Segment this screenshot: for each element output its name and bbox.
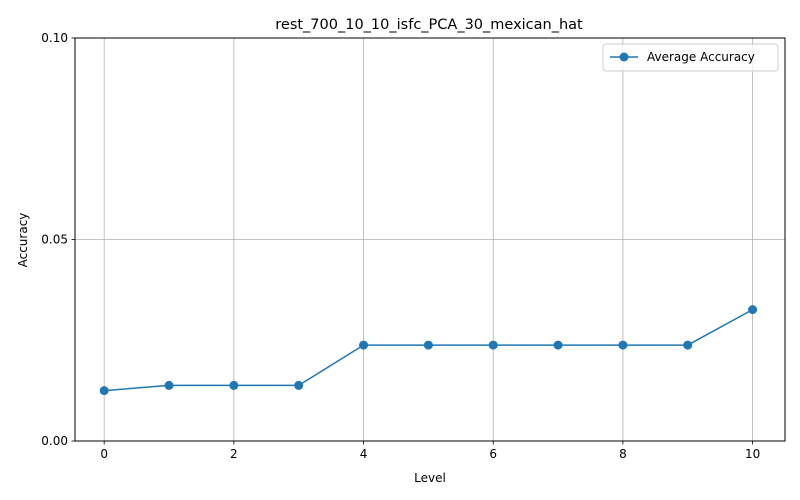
x-tick-label: 2 xyxy=(230,447,238,461)
y-axis-ticks: 0.00 0.05 0.10 xyxy=(41,31,75,448)
data-point xyxy=(359,340,369,350)
x-axis-label: Level xyxy=(414,471,446,485)
chart-title: rest_700_10_10_isfc_PCA_30_mexican_hat xyxy=(275,17,583,33)
x-tick-label: 4 xyxy=(360,447,368,461)
y-tick-label: 0.05 xyxy=(41,233,68,247)
legend: Average Accuracy xyxy=(602,43,779,72)
y-tick-label: 0.10 xyxy=(41,31,68,45)
series-layer xyxy=(99,305,758,396)
x-tick-label: 8 xyxy=(619,447,627,461)
x-tick-label: 6 xyxy=(489,447,497,461)
data-point xyxy=(748,305,758,315)
data-point xyxy=(618,340,628,350)
data-point xyxy=(683,340,693,350)
y-axis-label: Accuracy xyxy=(16,213,30,268)
x-tick-label: 10 xyxy=(745,447,760,461)
y-tick-label: 0.00 xyxy=(41,434,68,448)
data-point xyxy=(423,340,433,350)
legend-entry-average-accuracy: Average Accuracy xyxy=(647,50,755,64)
data-point xyxy=(99,386,109,396)
legend-marker-swatch xyxy=(619,52,629,62)
x-axis-ticks: 0 2 4 6 8 10 xyxy=(100,441,760,461)
x-tick-label: 0 xyxy=(100,447,108,461)
data-point xyxy=(488,340,498,350)
data-point xyxy=(164,380,174,390)
data-point xyxy=(294,380,304,390)
legend-box xyxy=(602,43,779,72)
data-point xyxy=(229,380,239,390)
data-point xyxy=(553,340,563,350)
